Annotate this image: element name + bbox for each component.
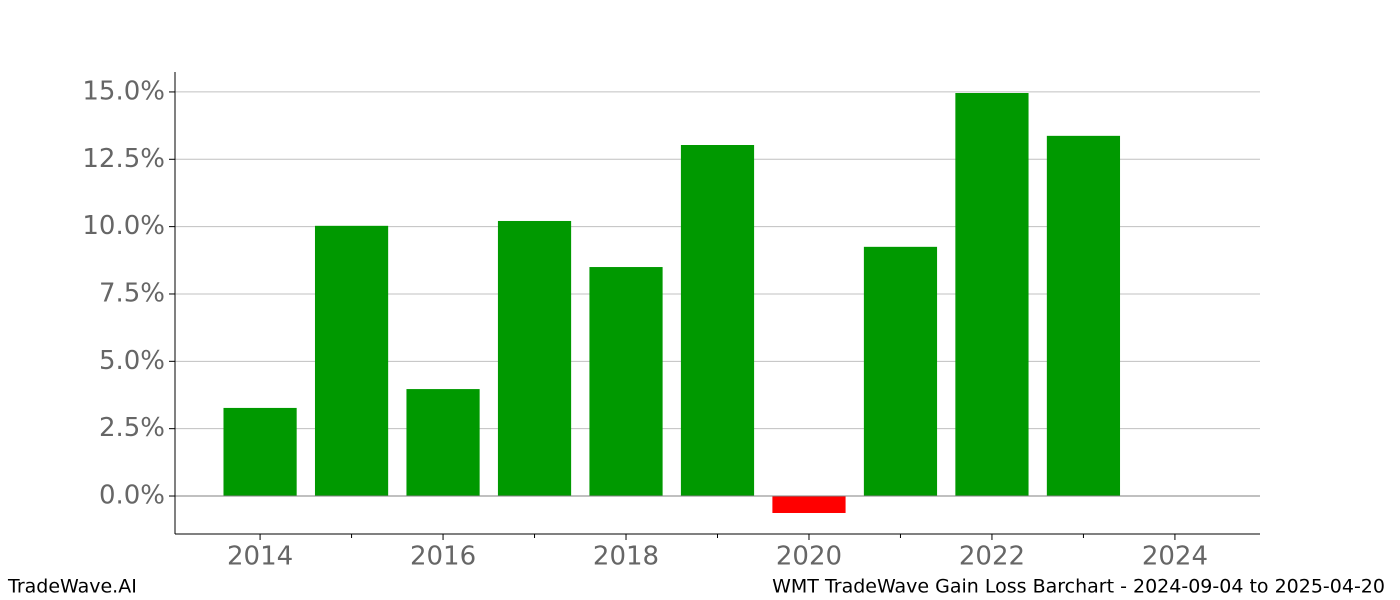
bar <box>772 496 846 513</box>
y-tick-label: 2.5% <box>99 413 165 443</box>
x-tick-label: 2014 <box>227 542 293 572</box>
x-tick-label: 2024 <box>1142 542 1208 572</box>
bar <box>406 389 480 497</box>
x-tick-label: 2022 <box>959 542 1025 572</box>
y-tick-label: 5.0% <box>99 346 165 376</box>
bar <box>589 267 663 497</box>
chart-title: WMT TradeWave Gain Loss Barchart - 2024-… <box>772 576 1385 598</box>
y-tick-label: 15.0% <box>82 76 165 106</box>
bar <box>314 225 389 497</box>
y-tick-label: 0.0% <box>99 481 165 511</box>
bar <box>497 220 572 497</box>
bar <box>863 246 938 497</box>
bar <box>1046 135 1121 497</box>
y-tick-label: 10.0% <box>82 211 165 241</box>
x-tick-label: 2016 <box>410 542 476 572</box>
x-tick-label: 2020 <box>776 542 842 572</box>
x-tick-label: 2018 <box>593 542 659 572</box>
brand: TradeWave.AI <box>7 576 137 598</box>
bar <box>955 93 1029 497</box>
bar <box>223 407 297 497</box>
bar <box>680 145 755 497</box>
y-tick-label: 7.5% <box>99 278 165 308</box>
y-tick-label: 12.5% <box>82 144 165 174</box>
